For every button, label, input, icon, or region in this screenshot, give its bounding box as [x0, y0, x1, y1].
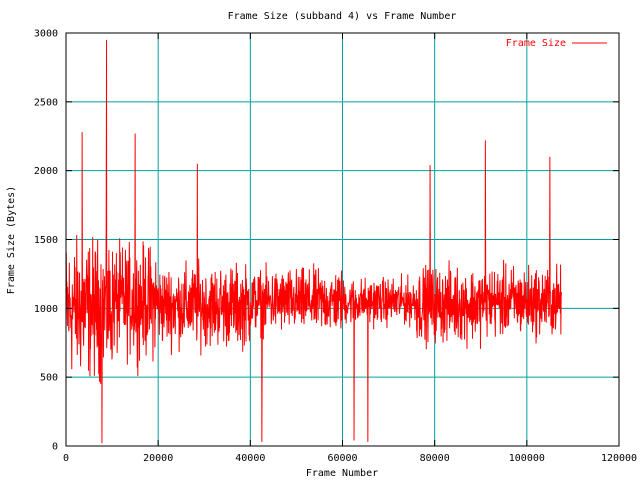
x-tick-label: 80000 — [420, 453, 450, 464]
x-tick-label: 120000 — [601, 453, 637, 464]
y-tick-label: 500 — [40, 373, 58, 384]
series-line-frame-size — [65, 39, 562, 444]
y-tick-label: 3000 — [34, 29, 58, 40]
chart-title: Frame Size (subband 4) vs Frame Number — [228, 11, 457, 22]
x-axis-label: Frame Number — [306, 468, 378, 479]
tick-labels: 0 20000 40000 60000 80000 100000 120000 0 500 100… — [34, 29, 637, 465]
y-tick-label: 1000 — [34, 304, 58, 315]
x-tick-label: 0 — [63, 453, 69, 464]
series-frame-size — [65, 39, 562, 444]
legend-label-frame-size: Frame Size — [506, 38, 566, 49]
y-tick-label: 0 — [52, 442, 58, 453]
x-tick-label: 60000 — [327, 453, 357, 464]
y-tick-label: 1500 — [34, 235, 58, 246]
x-tick-label: 100000 — [509, 453, 545, 464]
y-axis-label: Frame Size (Bytes) — [6, 186, 17, 294]
y-tick-label: 2000 — [34, 166, 58, 177]
legend: Frame Size — [506, 38, 607, 49]
x-tick-label: 20000 — [143, 453, 173, 464]
y-tick-label: 2500 — [34, 97, 58, 108]
axis-ticks — [65, 32, 620, 447]
x-tick-label: 40000 — [235, 453, 265, 464]
